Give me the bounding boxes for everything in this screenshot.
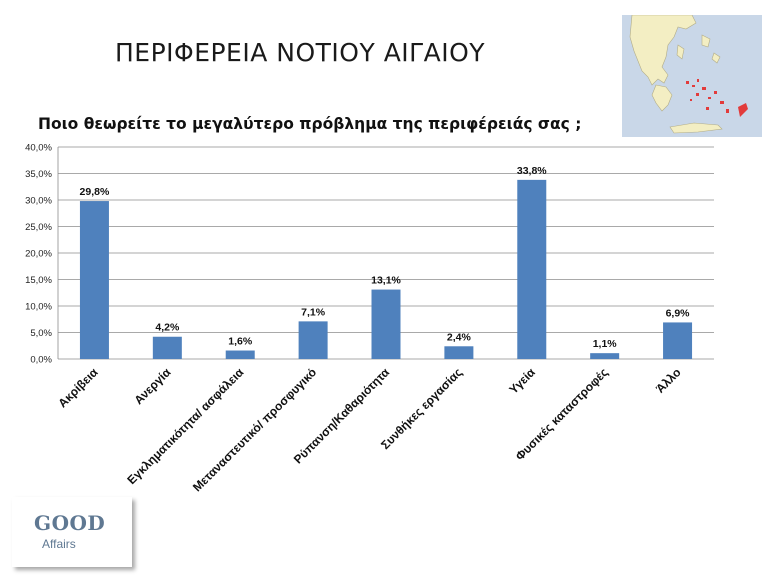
x-tick-label: Μεταναστευτικό/ προσφυγικό bbox=[190, 365, 319, 494]
x-tick-label: Ακρίβεια bbox=[55, 365, 101, 411]
data-labels: 29,8% 4,2% 1,6% 7,1% 13,1% 2,4% 33,8% 1,1% 6,9% bbox=[80, 165, 691, 350]
logo-word-affairs: Affairs bbox=[42, 537, 76, 551]
x-tick-label: Υγεία bbox=[506, 365, 538, 397]
x-tick-label: Συνθήκες εργασίας bbox=[378, 365, 465, 452]
logo-word-good: GOOD bbox=[34, 511, 106, 535]
data-label: 7,1% bbox=[301, 306, 326, 318]
bar bbox=[79, 201, 109, 359]
good-affairs-logo: GOOD Affairs bbox=[12, 497, 132, 567]
y-tick-label: 20,0% bbox=[25, 249, 52, 260]
y-tick-label: 15,0% bbox=[25, 275, 52, 286]
bar bbox=[152, 336, 182, 359]
bar bbox=[444, 346, 474, 359]
data-label: 1,1% bbox=[593, 338, 618, 350]
y-tick-label: 5,0% bbox=[30, 328, 52, 339]
y-tick-label: 40,0% bbox=[25, 143, 52, 154]
data-label: 33,8% bbox=[517, 165, 547, 177]
y-tick-label: 10,0% bbox=[25, 302, 52, 313]
x-tick-label: Εγκληματικότητα/ ασφάλεια bbox=[124, 365, 246, 487]
y-tick-label: 0,0% bbox=[30, 355, 52, 366]
page-title: ΠΕΡΙΦΕΡΕΙΑ ΝΟΤΙΟΥ ΑΙΓΑΙΟΥ bbox=[114, 38, 486, 67]
x-tick-label: Άλλο bbox=[653, 365, 684, 396]
chart-question: Ποιο θεωρείτε το μεγαλύτερο πρόβλημα της… bbox=[38, 115, 582, 133]
data-label: 29,8% bbox=[80, 186, 110, 198]
bar bbox=[663, 322, 693, 359]
y-axis-tick-labels: 0,0% 5,0% 10,0% 15,0% 20,0% 25,0% 30,0% 35,0% 40… bbox=[25, 143, 52, 366]
y-tick-label: 35,0% bbox=[25, 169, 52, 180]
bar bbox=[371, 289, 401, 359]
bar bbox=[225, 350, 255, 359]
bar bbox=[517, 179, 547, 359]
y-tick-label: 30,0% bbox=[25, 196, 52, 207]
y-tick-label: 25,0% bbox=[25, 222, 52, 233]
data-label: 1,6% bbox=[228, 336, 253, 348]
greece-map-image bbox=[622, 15, 762, 137]
data-label: 13,1% bbox=[371, 275, 401, 287]
data-label: 2,4% bbox=[447, 331, 472, 343]
bar bbox=[298, 321, 328, 359]
data-label: 6,9% bbox=[666, 307, 691, 319]
bar bbox=[590, 353, 620, 359]
x-tick-label: Ανεργία bbox=[131, 365, 173, 407]
data-label: 4,2% bbox=[155, 322, 180, 334]
bars bbox=[79, 179, 693, 359]
